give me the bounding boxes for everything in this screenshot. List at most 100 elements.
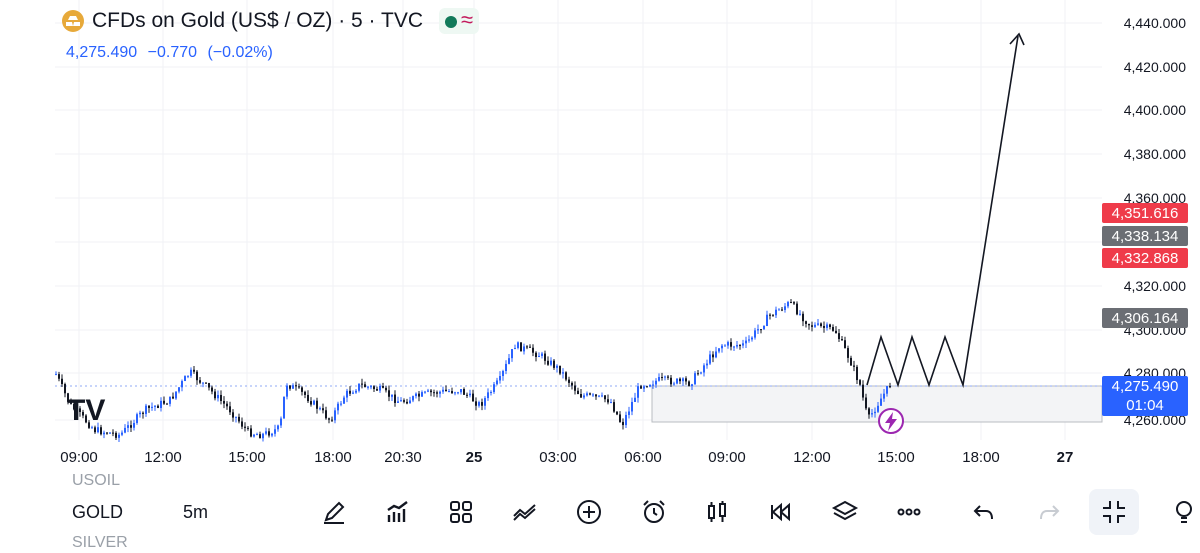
candle-body [64,384,66,394]
indicators-button[interactable] [380,494,416,530]
candle-body [250,428,252,437]
symbol-title[interactable]: CFDs on Gold (US$ / OZ) · 5 · TVC [92,9,424,32]
interval-selector[interactable]: 5m [183,502,209,522]
candle-body [736,345,738,347]
candle-body [232,412,234,418]
candle-body [454,392,456,394]
candle-body [256,434,258,436]
price-tag-grey[interactable]: 4,338.134 [1102,226,1188,246]
candle-body [832,326,834,331]
candle-body [592,394,594,396]
chart-type-button[interactable] [699,494,735,530]
candle-body [115,432,117,438]
candle-body [316,400,318,409]
candle-body [304,391,306,395]
candle-body [559,365,561,374]
price-tag-red[interactable]: 4,351.616 [1102,203,1188,223]
undo-button[interactable] [966,494,1002,530]
candle-body [865,397,867,409]
status-badges[interactable]: ≈ [439,8,480,34]
bottom-toolbar[interactable]: USOIL GOLD SILVER 5m [0,472,1200,551]
more-button[interactable] [891,494,927,530]
candle-body [850,357,852,366]
candle-body [823,326,825,328]
candle-body [283,396,285,419]
compare-button[interactable] [507,494,543,530]
candle-body [175,391,177,399]
tv-watermark: TV [67,394,105,427]
fullscreen-exit-button[interactable] [1089,489,1139,535]
candle-body [307,394,309,402]
ideas-button[interactable] [1166,494,1200,530]
replay-button[interactable] [763,494,799,530]
candle-body [469,393,471,396]
symbol-header[interactable]: CFDs on Gold (US$ / OZ) · 5 · TVC ≈ [62,8,480,34]
candle-body [529,346,531,348]
candle-body [565,372,567,380]
support-zone[interactable] [651,385,1103,423]
candle-body [544,353,546,361]
layouts-button[interactable] [443,494,479,530]
candle-body [523,346,525,352]
symbol-above[interactable]: USOIL [72,472,121,489]
y-tick: 4,260.000 [1123,412,1186,428]
candle-body [724,345,726,347]
candle-body [772,314,774,316]
redo-button[interactable] [1031,494,1067,530]
indicators-icon [387,501,408,522]
candle-body [646,386,648,388]
candle-body [133,422,135,428]
object-tree-button[interactable] [827,494,863,530]
candle-body [667,376,669,378]
candle-body [259,434,261,439]
projection-zigzag[interactable] [866,35,1019,389]
last-price: 4,275.490 [66,44,138,61]
symbol-below[interactable]: SILVER [72,534,128,551]
candle-body [616,411,618,415]
x-tick: 18:00 [314,449,352,466]
candle-body [625,414,627,426]
x-tick: 03:00 [539,449,577,466]
x-tick: 09:00 [708,449,746,466]
candle-body [298,386,300,388]
candle-body [313,400,315,405]
candle-body [223,400,225,404]
candle-body [607,399,609,403]
candle-body [337,403,339,411]
candle-body [103,432,105,435]
candle-body [700,372,702,374]
candle-body [334,410,336,421]
candle-body [409,400,411,404]
alarm-clock-icon [643,500,665,523]
candle-body [769,314,771,316]
drawing-tool-button[interactable] [316,494,352,530]
candle-body [91,427,93,429]
candle-body [70,401,72,404]
price-change-pct: (−0.02%) [207,44,273,61]
price-tag-grey[interactable]: 4,306.164 [1102,308,1188,328]
candle-body [712,354,714,358]
current-price-tag[interactable]: 4,275.490 01:04 [1102,376,1188,416]
price-tag-red[interactable]: 4,332.868 [1102,248,1188,268]
alert-bolt-icon[interactable] [878,408,904,434]
alert-button[interactable] [636,494,672,530]
candle-body [325,410,327,419]
candle-body [562,372,564,374]
candle-body [787,302,789,307]
candle-body [76,408,78,410]
add-button[interactable] [571,494,607,530]
candle-body [193,369,195,372]
candle-body [760,329,762,331]
candle-body [100,427,102,435]
candle-body [445,389,447,392]
candle-body [535,352,537,357]
candle-body [187,375,189,377]
candle-body [532,347,534,353]
symbol-current[interactable]: GOLD [72,502,124,522]
candle-body [682,378,684,382]
candle-body [112,432,114,434]
candle-body [730,342,732,347]
candle-body [457,392,459,394]
